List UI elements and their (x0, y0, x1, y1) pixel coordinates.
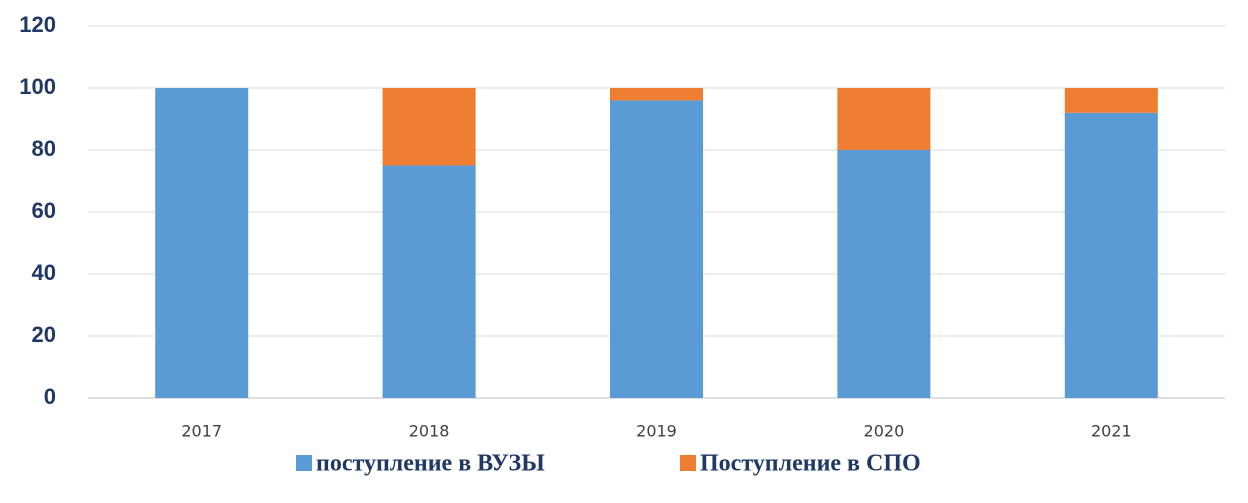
y-tick-label: 40 (32, 260, 56, 285)
y-tick-label: 100 (19, 74, 56, 99)
x-tick-label: 2018 (409, 422, 450, 441)
bar-segment (155, 88, 249, 398)
bar-segment (1064, 112, 1158, 399)
y-tick-label: 120 (19, 12, 56, 37)
bar-segment (610, 88, 703, 101)
bar-segment (610, 100, 703, 399)
y-tick-label: 0 (44, 384, 56, 409)
bar-segment (382, 88, 476, 166)
y-tick-label: 20 (32, 322, 56, 347)
x-tick-label: 2017 (181, 422, 222, 441)
x-tick-label: 2021 (1091, 422, 1132, 441)
y-tick-label: 80 (32, 136, 56, 161)
legend-swatch (680, 455, 696, 471)
bar-segment (382, 165, 476, 398)
legend-label: Поступление в СПО (700, 451, 921, 477)
bar-segment (837, 150, 931, 398)
x-tick-label: 2019 (636, 422, 677, 441)
legend-swatch (296, 455, 312, 471)
y-tick-label: 60 (32, 198, 56, 223)
bar-segment (1064, 88, 1158, 113)
x-tick-label: 2020 (864, 422, 905, 441)
legend-label: поступление в ВУЗЫ (316, 451, 545, 477)
bar-segment (837, 88, 931, 150)
